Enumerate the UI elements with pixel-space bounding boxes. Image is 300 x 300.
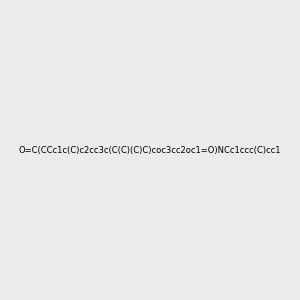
Text: O=C(CCc1c(C)c2cc3c(C(C)(C)C)coc3cc2oc1=O)NCc1ccc(C)cc1: O=C(CCc1c(C)c2cc3c(C(C)(C)C)coc3cc2oc1=O… [19, 146, 281, 154]
